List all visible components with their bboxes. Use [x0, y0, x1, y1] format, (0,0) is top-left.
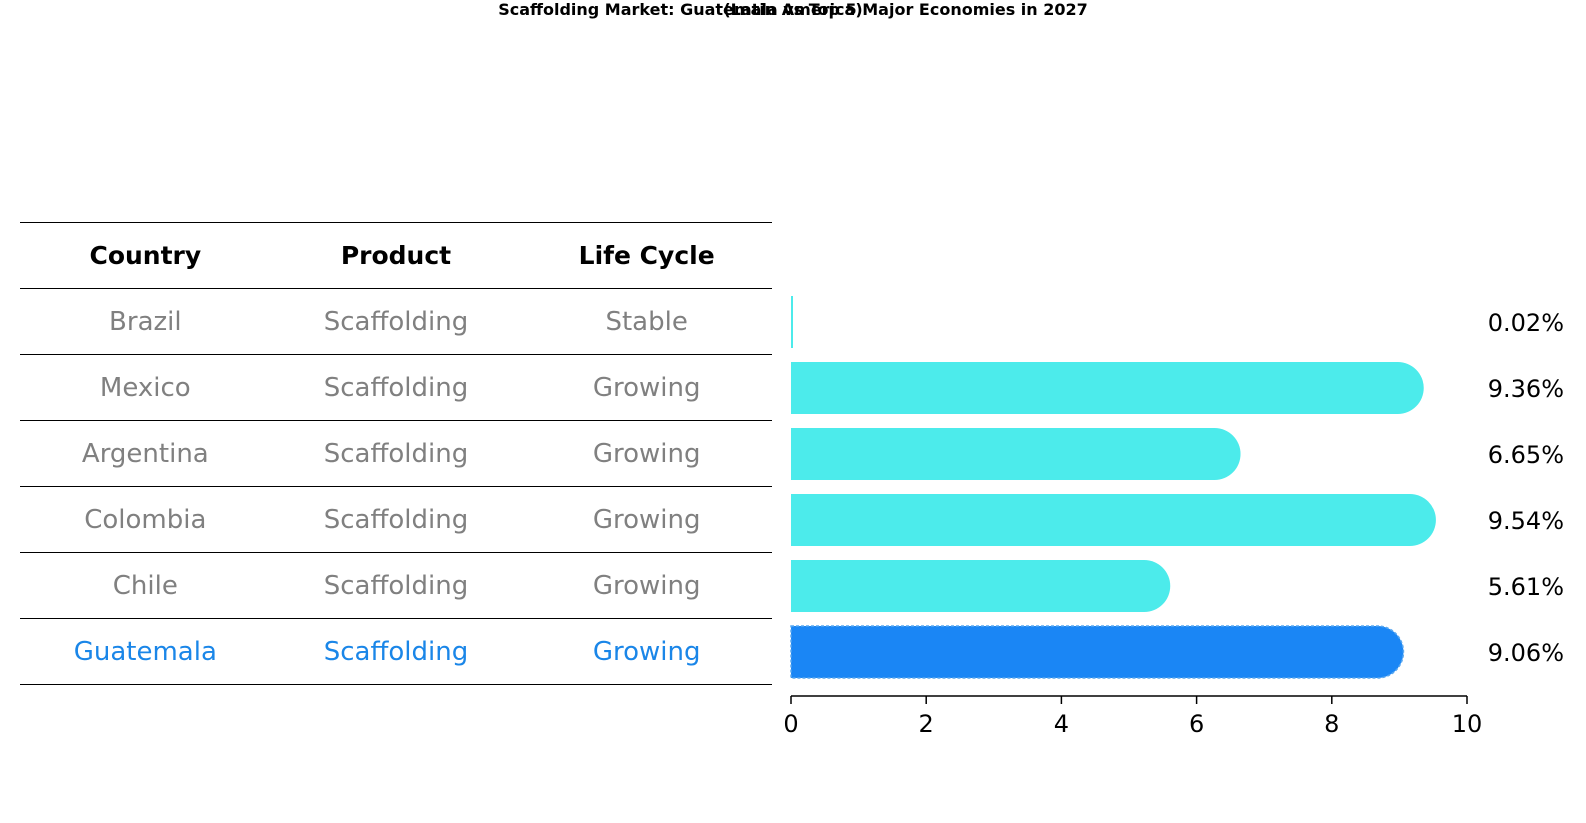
x-axis-tick-label: 6 — [1189, 710, 1204, 738]
table-row: Mexico Scaffolding Growing — [20, 354, 772, 421]
cell-country: Guatemala — [20, 618, 271, 685]
table-row: Argentina Scaffolding Growing — [20, 420, 772, 487]
table-header-row: Country Product Life Cycle — [20, 222, 772, 289]
cell-country: Argentina — [20, 420, 271, 487]
data-table: Country Product Life Cycle Brazil Scaffo… — [20, 222, 772, 685]
cell-life-cycle: Growing — [521, 618, 772, 685]
bar-value-label: 6.65% — [1488, 441, 1564, 469]
cell-product: Scaffolding — [270, 552, 522, 619]
bar-value-label: 0.02% — [1488, 309, 1564, 337]
cell-life-cycle: Stable — [521, 288, 772, 355]
cell-country: Brazil — [20, 288, 271, 355]
table-row-highlighted: Guatemala Scaffolding Growing — [20, 618, 772, 685]
x-axis-tick-label: 2 — [919, 710, 934, 738]
chart-subtitle: (Latin America) — [723, 0, 863, 19]
cell-life-cycle: Growing — [521, 420, 772, 487]
cell-life-cycle: Growing — [521, 486, 772, 553]
cell-product: Scaffolding — [270, 420, 522, 487]
cell-country: Mexico — [20, 354, 271, 421]
bar-argentina — [791, 428, 1241, 480]
bar-value-label: 9.54% — [1488, 507, 1564, 535]
x-axis-tick-label: 10 — [1452, 710, 1483, 738]
x-axis-tick-label: 4 — [1054, 710, 1069, 738]
cell-product: Scaffolding — [270, 288, 522, 355]
x-axis-tick-label: 8 — [1324, 710, 1339, 738]
cell-product: Scaffolding — [270, 486, 522, 553]
bar-brazil — [791, 296, 793, 348]
cell-life-cycle: Growing — [521, 354, 772, 421]
cell-product: Scaffolding — [270, 618, 522, 685]
x-axis-tick-label: 0 — [783, 710, 798, 738]
bar-guatemala — [790, 625, 1405, 679]
table-row: Brazil Scaffolding Stable — [20, 288, 772, 355]
column-header-life-cycle: Life Cycle — [521, 222, 772, 289]
cell-life-cycle: Growing — [521, 552, 772, 619]
column-header-country: Country — [20, 222, 271, 289]
table-row: Chile Scaffolding Growing — [20, 552, 772, 619]
bar-chile — [791, 560, 1171, 612]
cell-country: Chile — [20, 552, 271, 619]
cell-country: Colombia — [20, 486, 271, 553]
column-header-product: Product — [270, 222, 522, 289]
cell-product: Scaffolding — [270, 354, 522, 421]
bar-value-label: 9.36% — [1488, 375, 1564, 403]
bar-value-label: 9.06% — [1488, 639, 1564, 667]
bar-value-label: 5.61% — [1488, 573, 1564, 601]
chart-title: Scaffolding Market: Guatemala vs Top 5 M… — [498, 0, 1088, 19]
bar-mexico — [791, 362, 1424, 414]
bar-colombia — [791, 494, 1436, 546]
table-row: Colombia Scaffolding Growing — [20, 486, 772, 553]
